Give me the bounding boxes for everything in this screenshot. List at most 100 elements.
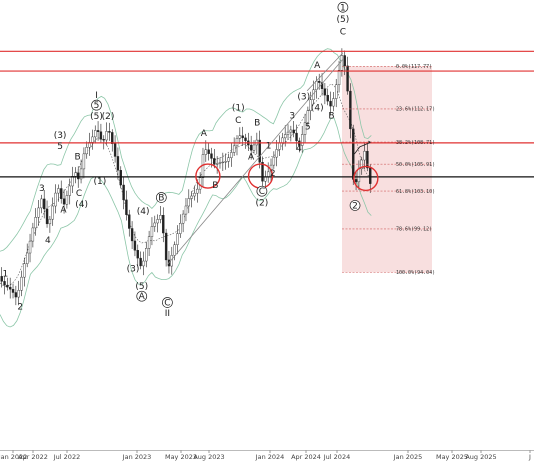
candle-body [6, 284, 9, 288]
candle-body [363, 150, 366, 161]
x-tick-label: Jan 2023 [122, 453, 152, 461]
candle-body [241, 135, 244, 139]
candle-body [128, 214, 131, 229]
candle-body [68, 185, 71, 196]
candle-body [303, 122, 307, 135]
wave-label: A [201, 129, 208, 139]
wave-label-ring [256, 185, 268, 197]
candle-body [190, 195, 193, 199]
x-tick-label: May 2025 [436, 453, 468, 461]
candle-body [315, 80, 318, 91]
highlight-circle [353, 165, 379, 192]
candle-body [102, 139, 105, 141]
wave-label: (2) [102, 112, 115, 122]
wave-label: 1 [3, 269, 9, 279]
candle-body [17, 290, 20, 298]
candle-body [28, 240, 32, 254]
candle-body [204, 149, 208, 155]
wave-label: A [314, 61, 321, 71]
wave-label: C [235, 116, 241, 126]
x-tick-label: Apr 2022 [18, 453, 48, 461]
wave-label: 3 [289, 111, 295, 121]
candle-body [227, 157, 230, 162]
candle-body [218, 162, 222, 164]
x-tick-label: Jan 2024 [255, 453, 285, 461]
candle-body [99, 131, 103, 140]
wave-label: 2 [352, 201, 358, 211]
bollinger-upper [0, 48, 372, 252]
candle-body [60, 188, 63, 199]
candle-body [230, 152, 233, 158]
candle-body [94, 130, 97, 138]
wave-label: 4 [296, 144, 302, 154]
candle-body [23, 263, 26, 278]
candle-body [85, 147, 88, 155]
candle-body [45, 208, 49, 225]
candle-body [113, 143, 117, 157]
bollinger-lower [0, 117, 372, 328]
candle-body [196, 188, 199, 194]
candle-body [337, 70, 341, 86]
x-tick-label: Jan 2022 [0, 453, 27, 461]
candle-body [343, 55, 346, 67]
fib-level-label: 100.0%(94.04) [396, 270, 435, 276]
x-tick-label: Aug 2023 [193, 453, 224, 461]
x-tick-label: Jan 2025 [393, 453, 423, 461]
candle-body [369, 167, 372, 184]
candle-body [62, 198, 66, 205]
candle-body [193, 192, 196, 197]
candle-body [139, 257, 142, 267]
wave-label: C [340, 28, 346, 38]
x-tick-label: Jul 2022 [53, 453, 80, 461]
candle-body [164, 232, 168, 261]
wave-label-ring [349, 200, 361, 211]
wave-label: (5) [337, 15, 350, 25]
candle-body [213, 158, 216, 165]
candle-body [147, 236, 151, 249]
candle-body [244, 137, 247, 142]
candle-body [309, 99, 312, 111]
candle-body [48, 218, 52, 225]
wave-label: B [75, 152, 81, 162]
candle-body [37, 207, 40, 218]
wave-label-ring [337, 1, 349, 13]
wave-label: C [164, 299, 170, 309]
wave-label: C [259, 187, 265, 197]
wave-label: (1) [94, 177, 107, 187]
candle-body [79, 168, 83, 180]
candle-body [281, 137, 284, 143]
wave-label: B [212, 181, 218, 191]
candle-body [142, 260, 145, 267]
candle-body [74, 172, 77, 177]
candle-body [207, 149, 210, 154]
wave-label-ring [155, 192, 167, 203]
wave-label: 2 [270, 169, 276, 179]
forecast-arrow-head [368, 140, 372, 144]
candle-body [181, 213, 185, 224]
candle-body [187, 198, 190, 207]
candle-body [82, 153, 86, 170]
candle-body [295, 132, 298, 142]
trendline-support [167, 58, 344, 265]
candle-body [108, 131, 111, 133]
fib-level-label: 23.6%(112.17) [396, 107, 435, 113]
candle-body [11, 288, 15, 293]
highlight-circle [195, 163, 221, 189]
wave-label: (4) [75, 200, 88, 210]
candle-body [43, 198, 46, 210]
wave-label: I [95, 91, 98, 101]
wave-label-ring [136, 290, 148, 302]
wave-label: (3) [54, 131, 67, 141]
candle-body [335, 84, 338, 99]
candle-body [235, 138, 239, 147]
candle-body [286, 131, 290, 135]
candle-body [320, 82, 324, 89]
fibonacci-labels: 0.0%(117.77) 23.6%(112.17) 38.2%(108.71) 50… [342, 64, 435, 276]
candle-body [57, 188, 60, 194]
candle-body [150, 226, 154, 237]
candle-body [105, 131, 108, 141]
candle-body [176, 233, 179, 245]
wave-label: II [165, 309, 170, 319]
